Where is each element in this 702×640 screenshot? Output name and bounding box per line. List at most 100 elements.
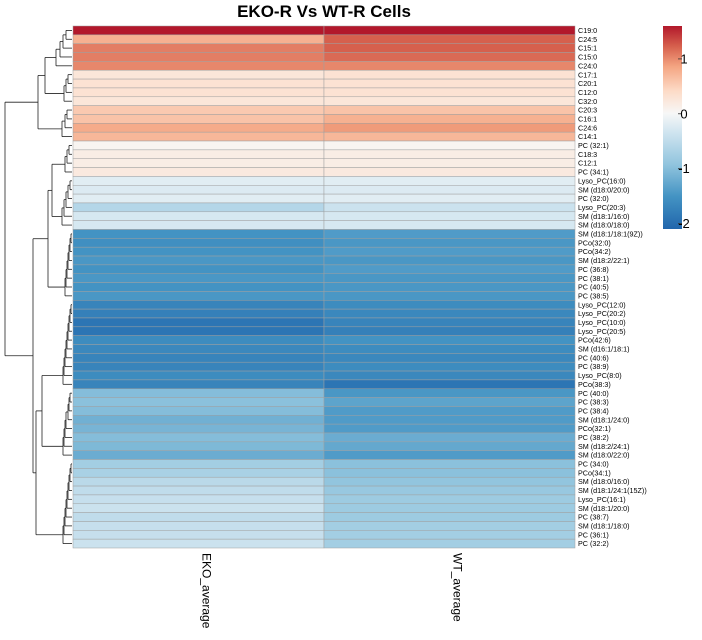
heatmap-cell <box>72 344 325 354</box>
heatmap-cell <box>323 397 576 407</box>
row-label: C12:1 <box>578 159 597 168</box>
heatmap-cell <box>323 494 576 505</box>
row-label: C24:6 <box>578 123 597 132</box>
row-label: PC (38:1) <box>578 274 609 283</box>
row-label: Lyso_PC(16:0) <box>578 176 626 185</box>
heatmap-cell <box>72 43 325 53</box>
row-label: C17:1 <box>578 70 597 79</box>
row-label: C16:1 <box>578 114 597 123</box>
heatmap-cell <box>323 105 576 115</box>
heatmap-cell <box>323 220 576 230</box>
row-label: PC (38:2) <box>578 433 609 442</box>
row-label: SM (d18:0/16:0) <box>578 477 630 486</box>
heatmap-cell <box>72 78 325 89</box>
row-label: SM (d18:1/18:1(9Z)) <box>578 230 643 239</box>
row-label: PC (32:2) <box>578 539 609 548</box>
heatmap-cell <box>72 114 325 124</box>
heatmap-cell <box>72 406 325 416</box>
heatmap-cell <box>72 34 325 44</box>
heatmap-cell <box>72 379 325 389</box>
row-label: PC (40:6) <box>578 353 609 362</box>
heatmap-cell <box>72 202 325 213</box>
heatmap-cell <box>323 176 576 186</box>
heatmap-cell <box>323 25 576 36</box>
row-label: Lyso_PC(20:3) <box>578 203 626 212</box>
heatmap-cell <box>323 450 576 460</box>
heatmap-cell <box>323 167 576 177</box>
row-label: PCo(34:1) <box>578 468 611 477</box>
row-label: PCo(42:6) <box>578 336 611 345</box>
row-label: PC (38:5) <box>578 291 609 300</box>
heatmap-cell <box>323 96 576 106</box>
row-label: SM (d18:0/20:0) <box>578 185 630 194</box>
heatmap-cell <box>72 476 325 487</box>
colorbar-tick-label: 0 <box>680 106 687 121</box>
heatmap-cell <box>72 530 325 540</box>
heatmap-cell <box>323 406 576 416</box>
row-label: Lyso_PC(8:0) <box>578 371 622 380</box>
heatmap-cell <box>72 415 325 425</box>
heatmap-cells <box>72 25 576 549</box>
row-label: Lyso_PC(20:5) <box>578 327 626 336</box>
heatmap-cell <box>72 335 325 345</box>
heatmap-cell <box>72 246 325 257</box>
row-label: SM (d18:2/22:1) <box>578 256 630 265</box>
heatmap-cell <box>72 512 325 522</box>
row-label: PC (40:5) <box>578 283 609 292</box>
heatmap-cell <box>323 353 576 363</box>
heatmap-cell <box>72 441 325 451</box>
heatmap-cell <box>323 34 576 44</box>
row-label: PC (38:7) <box>578 513 609 522</box>
row-label: C14:1 <box>578 132 597 141</box>
heatmap-cell <box>72 300 325 310</box>
heatmap-cell <box>72 185 325 195</box>
row-label: PC (36:8) <box>578 265 609 274</box>
heatmap-cell <box>72 176 325 186</box>
heatmap-cell <box>72 317 325 328</box>
row-label: SM (d18:1/16:0) <box>578 212 630 221</box>
heatmap-cell <box>323 432 576 443</box>
heatmap-cell <box>72 282 325 292</box>
colorbar-tick-label: 1 <box>680 51 687 66</box>
heatmap-cell <box>323 255 576 266</box>
row-label: PCo(32:1) <box>578 424 611 433</box>
heatmap-cell <box>323 485 576 496</box>
heatmap-cell <box>323 114 576 124</box>
row-label: SM (d18:1/24:1(15Z)) <box>578 486 647 495</box>
heatmap-cell <box>323 370 576 381</box>
heatmap-cell <box>323 273 576 283</box>
row-dendrogram <box>4 30 72 544</box>
heatmap-cell <box>323 43 576 53</box>
row-label: C24:0 <box>578 61 597 70</box>
heatmap-cell <box>323 229 576 239</box>
row-label: PCo(34:2) <box>578 247 611 256</box>
heatmap-cell <box>323 317 576 328</box>
column-labels: EKO_average WT_average <box>200 553 465 629</box>
heatmap-cell <box>323 521 576 531</box>
heatmap-cell <box>72 211 325 221</box>
heatmap-cell <box>323 415 576 425</box>
heatmap-cell <box>323 185 576 195</box>
row-label: C15:0 <box>578 53 597 62</box>
heatmap-cell <box>72 229 325 239</box>
heatmap-cell <box>72 370 325 381</box>
heatmap-cell <box>72 494 325 505</box>
heatmap-cell <box>72 291 325 301</box>
heatmap-cell <box>323 344 576 354</box>
row-label: PC (38:9) <box>578 362 609 371</box>
row-label: PC (36:1) <box>578 530 609 539</box>
row-label: PC (38:3) <box>578 398 609 407</box>
heatmap-cell <box>72 432 325 443</box>
heatmap-cell <box>323 300 576 310</box>
row-label: PCo(32:0) <box>578 238 611 247</box>
heatmap-cell <box>323 69 576 80</box>
row-label: PC (38:4) <box>578 406 609 415</box>
row-label: SM (d18:0/22:0) <box>578 451 630 460</box>
row-label: SM (d16:1/18:1) <box>578 345 630 354</box>
heatmap-cell <box>323 326 576 336</box>
colorbar-legend: 1 0 -1 -2 <box>663 26 690 231</box>
heatmap-cell <box>323 512 576 522</box>
heatmap-cell <box>72 361 325 372</box>
